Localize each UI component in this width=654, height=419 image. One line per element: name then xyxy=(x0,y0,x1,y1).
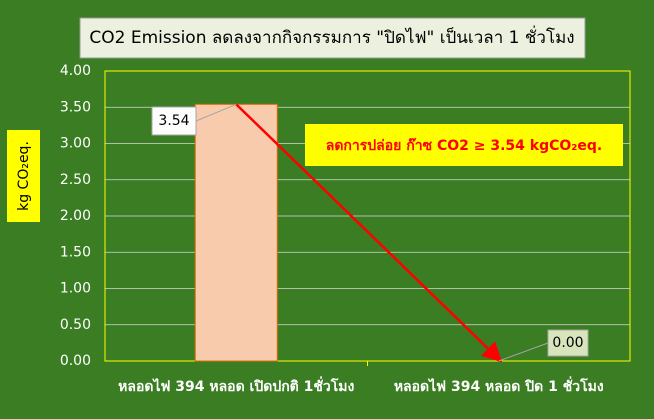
data-label: 0.00 xyxy=(552,335,583,351)
data-label-box xyxy=(547,329,589,357)
data-label: 3.54 xyxy=(158,113,189,129)
y-tick-label: 1.50 xyxy=(60,244,91,260)
y-tick-label: 3.00 xyxy=(60,136,91,152)
annotation-box xyxy=(305,124,623,166)
y-tick-label: 3.50 xyxy=(60,99,91,115)
bar xyxy=(194,103,278,362)
leader-line xyxy=(498,342,549,362)
y-tick-label: 0.00 xyxy=(60,353,91,369)
data-label-box xyxy=(151,106,197,136)
chart-title: CO2 Emission ลดลงจากกิจกรรมการ "ปิดไฟ" เ… xyxy=(89,25,574,48)
y-tick-label: 1.00 xyxy=(60,281,91,297)
trend-arrow xyxy=(235,103,503,363)
y-label-box xyxy=(7,130,40,222)
leader-line xyxy=(195,103,237,122)
y-tick-label: 4.00 xyxy=(60,63,91,79)
annotation: ลดการปล่อย ก๊าซ CO2 ≥ 3.54 kgCO₂eq. xyxy=(326,137,602,154)
title-box xyxy=(79,17,586,59)
y-tick-label: 2.50 xyxy=(60,172,91,188)
y-axis-label: kg CO₂eq. xyxy=(16,141,32,211)
y-tick-label: 2.00 xyxy=(60,208,91,224)
x-tick-label: หลอดไฟ 394 หลอด เปิดปกติ 1ชั่วโมง xyxy=(118,376,354,395)
x-tick-label: หลอดไฟ 394 หลอด ปิด 1 ชั่วโมง xyxy=(394,376,604,395)
y-tick-label: 0.50 xyxy=(60,317,91,333)
